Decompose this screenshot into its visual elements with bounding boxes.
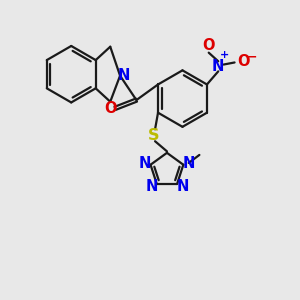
Text: −: − (246, 51, 257, 64)
Text: N: N (212, 58, 224, 74)
Text: +: + (220, 50, 230, 60)
Text: N: N (138, 156, 151, 171)
Text: O: O (237, 54, 250, 69)
Text: S: S (148, 128, 159, 143)
Text: O: O (105, 101, 117, 116)
Text: N: N (118, 68, 130, 83)
Text: N: N (176, 179, 189, 194)
Text: N: N (145, 179, 158, 194)
Text: O: O (202, 38, 215, 53)
Text: N: N (183, 156, 196, 171)
